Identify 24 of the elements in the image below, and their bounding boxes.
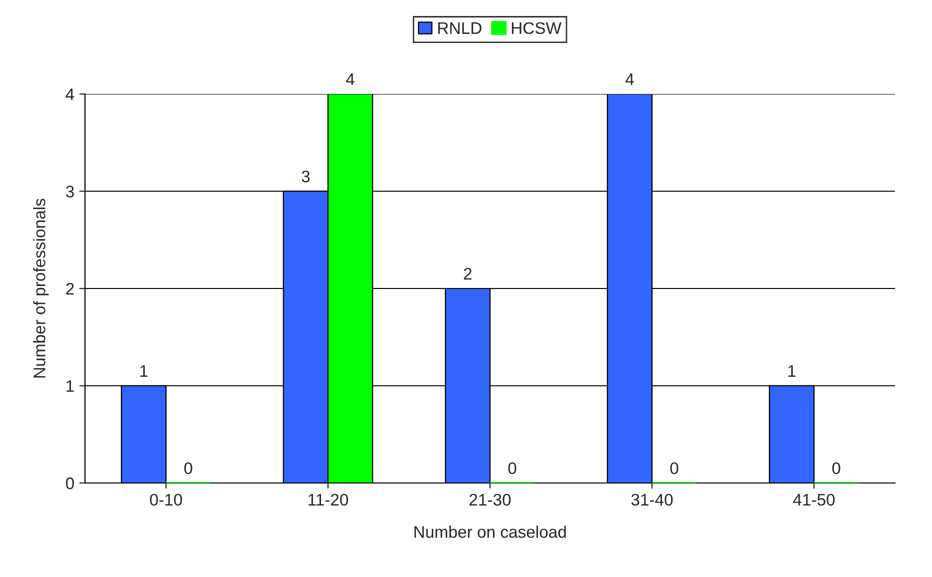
data-label: 2 <box>464 268 472 280</box>
data-label: 4 <box>625 74 634 85</box>
y-tick-label: 2 <box>66 282 74 295</box>
x-tick-label: 41-50 <box>793 494 835 506</box>
y-tick-label: 0 <box>66 477 74 490</box>
y-tick-label: 3 <box>66 186 74 198</box>
x-tick-label: 21-30 <box>470 494 511 506</box>
x-tick-label: 11-20 <box>308 494 348 506</box>
y-tick-label: 4 <box>66 88 74 100</box>
legend-label: HCSW <box>512 22 562 34</box>
y-axis-title: Number of professionals <box>33 198 49 378</box>
data-label: 0 <box>832 462 840 474</box>
data-label: 3 <box>302 170 310 182</box>
x-tick-label: 0-10 <box>150 494 182 506</box>
data-label: 0 <box>184 462 192 474</box>
data-label: 0 <box>508 462 516 474</box>
legend-label: RNLD <box>438 22 482 34</box>
data-label: 0 <box>670 462 678 474</box>
data-label: 1 <box>140 365 148 377</box>
y-tick-label: 1 <box>66 380 74 392</box>
data-label: 4 <box>346 74 354 85</box>
data-label: 1 <box>788 365 796 377</box>
x-axis-title: Number on caseload <box>414 526 566 538</box>
x-tick-label: 31-40 <box>631 494 673 506</box>
